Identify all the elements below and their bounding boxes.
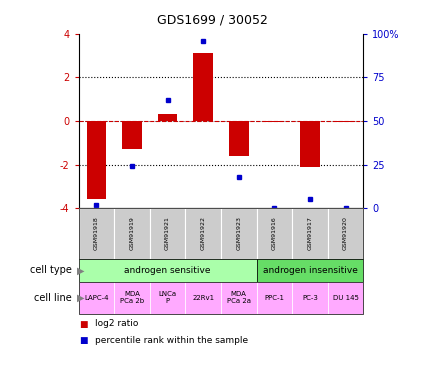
Text: GDS1699 / 30052: GDS1699 / 30052 [157,13,268,26]
Bar [87,121,106,200]
Text: PPC-1: PPC-1 [264,295,284,301]
Text: GSM91917: GSM91917 [307,216,312,250]
Bar [193,53,213,121]
Text: DU 145: DU 145 [333,295,359,301]
Bar [265,121,284,122]
Bar [158,114,177,121]
Text: GSM91922: GSM91922 [201,216,206,250]
Bar [300,121,320,167]
Text: ▶: ▶ [76,293,84,303]
Text: LAPC-4: LAPC-4 [84,295,109,301]
Text: GSM91920: GSM91920 [343,216,348,250]
Text: GSM91918: GSM91918 [94,217,99,250]
Text: percentile rank within the sample: percentile rank within the sample [95,336,248,345]
Text: cell type: cell type [30,266,72,275]
Text: ■: ■ [79,320,87,328]
Text: GSM91916: GSM91916 [272,217,277,250]
Text: GSM91921: GSM91921 [165,216,170,250]
Text: GSM91919: GSM91919 [130,216,135,250]
Text: androgen insensitive: androgen insensitive [263,266,357,275]
Text: log2 ratio: log2 ratio [95,320,138,328]
Text: androgen sensitive: androgen sensitive [125,266,211,275]
Bar [122,121,142,149]
Bar [229,121,249,156]
Text: 22Rv1: 22Rv1 [192,295,214,301]
Text: ■: ■ [79,336,87,345]
Text: MDA
PCa 2a: MDA PCa 2a [227,291,251,304]
Text: ▶: ▶ [76,266,84,275]
Text: cell line: cell line [34,293,72,303]
Text: LNCa
P: LNCa P [159,291,177,304]
Bar [336,121,355,122]
Text: GSM91923: GSM91923 [236,216,241,250]
Text: MDA
PCa 2b: MDA PCa 2b [120,291,144,304]
Text: PC-3: PC-3 [302,295,318,301]
